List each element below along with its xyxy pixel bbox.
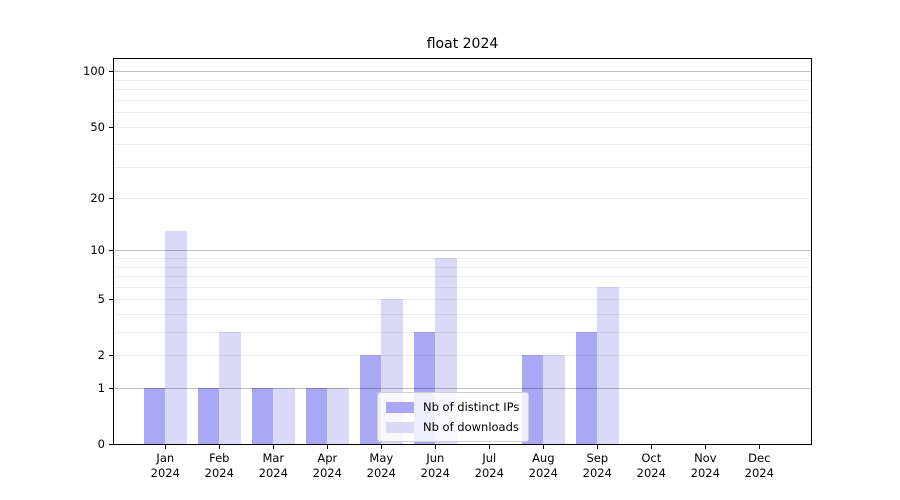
x-tick-label-year: 2024 [690, 466, 720, 480]
x-tick-label-year: 2024 [474, 466, 504, 480]
y-tick-mark [109, 198, 113, 200]
gridline-minor [114, 112, 811, 114]
bar-downloads [543, 355, 565, 444]
x-tick-label: Mar 2024 [243, 451, 303, 481]
x-tick-label: Dec 2024 [729, 451, 789, 481]
x-tick-label: Feb 2024 [189, 451, 249, 481]
bar-distinct-ips [305, 388, 328, 444]
y-tick-label: 1 [97, 381, 105, 395]
y-tick-mark [109, 355, 113, 357]
x-tick-label-year: 2024 [744, 466, 774, 480]
bar-downloads [327, 388, 349, 444]
y-tick-mark [109, 299, 113, 301]
gridline-minor [114, 276, 811, 278]
y-tick-label: 50 [90, 119, 105, 134]
y-tick-mark [109, 126, 113, 128]
legend-swatch-distinct-ips [386, 401, 414, 413]
x-tick-label: Nov 2024 [675, 451, 735, 481]
gridline-minor [114, 314, 811, 316]
x-tick-mark [381, 445, 383, 449]
x-tick-label-year: 2024 [204, 466, 234, 480]
gridline-minor [114, 286, 811, 288]
gridline-minor [114, 99, 811, 101]
x-tick-mark [543, 445, 545, 449]
bar-distinct-ips [143, 388, 166, 444]
x-tick-label-year: 2024 [258, 466, 288, 480]
bar-downloads [219, 332, 241, 444]
gridline-minor [114, 89, 811, 91]
y-tick-label: 0 [97, 437, 105, 451]
y-tick-label: 100 [83, 64, 105, 79]
bar-distinct-ips [575, 332, 598, 444]
y-tick-label: 20 [90, 191, 105, 206]
y-tick-label: 2 [97, 348, 105, 363]
x-tick-label-year: 2024 [528, 466, 558, 480]
x-tick-label: Apr 2024 [297, 451, 357, 481]
x-tick-label-year: 2024 [312, 466, 342, 480]
x-tick-mark [273, 445, 275, 449]
x-tick-label-year: 2024 [420, 466, 450, 480]
y-tick-mark [109, 444, 113, 445]
y-tick-mark [109, 71, 113, 73]
y-tick-label: 10 [90, 243, 105, 258]
gridline-minor [114, 299, 811, 301]
gridline-minor [114, 79, 811, 81]
gridline-major [114, 71, 811, 73]
x-tick-label-year: 2024 [150, 466, 180, 480]
x-tick-label: Oct 2024 [621, 451, 681, 481]
legend-label-distinct-ips: Nb of distinct IPs [423, 400, 520, 414]
x-tick-mark [165, 445, 167, 449]
x-tick-label-year: 2024 [582, 466, 612, 480]
gridline-minor [114, 266, 811, 268]
y-tick-mark [109, 388, 113, 389]
x-tick-mark [435, 445, 437, 449]
legend-entry-downloads: Nb of downloads [386, 418, 519, 436]
legend-label-downloads: Nb of downloads [423, 420, 519, 434]
x-tick-mark [651, 445, 653, 449]
x-tick-mark [759, 445, 761, 449]
bar-downloads [597, 286, 619, 444]
gridline-minor [114, 126, 811, 128]
x-tick-label: Sep 2024 [567, 451, 627, 481]
x-tick-label: Jan 2024 [135, 451, 195, 481]
x-tick-mark [705, 445, 707, 449]
x-tick-label-year: 2024 [366, 466, 396, 480]
x-tick-mark [597, 445, 599, 449]
gridline-minor [114, 198, 811, 200]
gridline-minor [114, 166, 811, 168]
x-tick-mark [327, 445, 329, 449]
legend-swatch-downloads [386, 421, 414, 433]
x-tick-label: Jul 2024 [459, 451, 519, 481]
y-tick-label: 5 [97, 292, 105, 307]
x-tick-label: Aug 2024 [513, 451, 573, 481]
gridline-minor [114, 144, 811, 146]
legend: Nb of distinct IPs Nb of downloads [377, 392, 530, 442]
x-tick-label: Jun 2024 [405, 451, 465, 481]
bar-distinct-ips [251, 388, 274, 444]
x-tick-mark [219, 445, 221, 449]
bar-downloads [165, 230, 187, 444]
bar-distinct-ips [359, 355, 382, 444]
y-tick-mark [109, 250, 113, 252]
chart-title: float 2024 [426, 36, 499, 52]
x-tick-label-year: 2024 [636, 466, 666, 480]
x-tick-label: May 2024 [351, 451, 411, 481]
gridline-minor [114, 258, 811, 260]
x-tick-mark [489, 445, 491, 449]
bar-downloads [273, 388, 295, 444]
legend-entry-distinct-ips: Nb of distinct IPs [386, 398, 519, 416]
bar-distinct-ips [197, 388, 220, 444]
plot-area: Nb of distinct IPs Nb of downloads [113, 58, 812, 449]
gridline-major [114, 250, 811, 252]
